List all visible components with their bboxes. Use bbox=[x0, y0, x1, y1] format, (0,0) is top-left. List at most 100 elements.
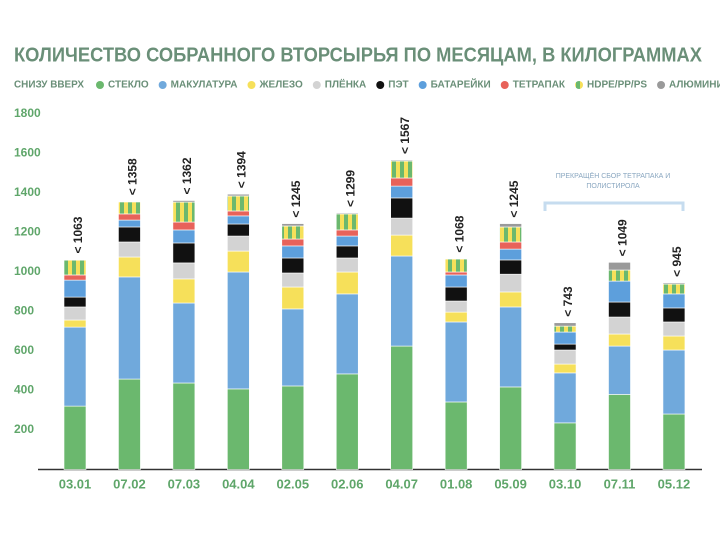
bar-segment bbox=[227, 250, 250, 273]
bar-segment bbox=[335, 293, 359, 375]
bar-segment bbox=[553, 325, 577, 333]
bar-segment bbox=[608, 345, 631, 395]
bar-segment bbox=[553, 422, 577, 470]
bar-segment bbox=[227, 215, 250, 225]
bar-segment bbox=[118, 226, 141, 243]
bar-segment bbox=[662, 321, 686, 337]
bar-segment bbox=[662, 307, 686, 323]
annotation-bracket bbox=[543, 201, 685, 211]
bar-segment bbox=[444, 321, 468, 403]
y-tick-label: 800 bbox=[14, 304, 34, 318]
bar-segment bbox=[281, 308, 305, 387]
bar-segment bbox=[63, 306, 87, 321]
x-tick-label: 03.01 bbox=[59, 476, 92, 491]
y-tick-label: 200 bbox=[14, 422, 34, 436]
bar-segment bbox=[444, 286, 468, 302]
bar-segment bbox=[390, 197, 414, 219]
bar-segment bbox=[444, 258, 468, 273]
bar-segment bbox=[281, 225, 305, 240]
bar-segment bbox=[63, 319, 87, 328]
legend-title: СНИЗУ ВВЕРХ bbox=[14, 80, 84, 91]
bar-segment bbox=[227, 195, 250, 212]
y-tick-label: 600 bbox=[14, 343, 34, 357]
bar-segment bbox=[335, 235, 359, 247]
y-tick-label: 1400 bbox=[14, 185, 41, 199]
bar-segment bbox=[227, 271, 250, 390]
legend-swatch bbox=[376, 81, 385, 89]
bar-segment bbox=[281, 257, 305, 274]
bar-segment bbox=[335, 257, 359, 273]
total-label: < 1567 bbox=[398, 117, 412, 154]
legend-label: АЛЮМИНИЙ bbox=[669, 78, 720, 91]
bar-segment bbox=[172, 302, 196, 384]
total-label: < 743 bbox=[561, 286, 575, 317]
bar-segment bbox=[281, 238, 305, 247]
bar-segment bbox=[499, 386, 522, 470]
bar-segment bbox=[227, 388, 250, 470]
bar-segment bbox=[499, 223, 522, 228]
bar-segment bbox=[281, 385, 305, 470]
bar-segment bbox=[499, 306, 522, 388]
bar-segment bbox=[499, 248, 522, 261]
bar-segment bbox=[662, 349, 686, 415]
bar-segment bbox=[172, 278, 196, 304]
total-label: < 1049 bbox=[616, 219, 630, 256]
total-label: < 945 bbox=[670, 246, 684, 277]
bar-segment bbox=[608, 394, 631, 470]
bar-segment bbox=[608, 269, 631, 282]
bar-segment bbox=[553, 363, 577, 374]
bar-segment bbox=[499, 273, 522, 293]
legend-label: ЖЕЛЕЗО bbox=[258, 80, 303, 91]
bar-segment bbox=[63, 326, 87, 407]
bar-segment bbox=[172, 382, 196, 470]
bar-segment bbox=[63, 274, 87, 281]
bar-segment bbox=[444, 271, 468, 276]
bar-segment bbox=[553, 343, 577, 351]
bar-segment bbox=[335, 212, 359, 215]
x-tick-label: 04.07 bbox=[385, 476, 418, 491]
bar-segment bbox=[553, 322, 577, 327]
bar-segment bbox=[662, 293, 686, 309]
bar-segment bbox=[335, 373, 359, 470]
bar-segment bbox=[335, 229, 359, 237]
x-tick-label: 03.10 bbox=[549, 476, 582, 491]
bar-segment bbox=[608, 280, 631, 303]
bar-segment bbox=[172, 200, 196, 203]
bar-segment bbox=[390, 159, 414, 162]
bar-segment bbox=[63, 296, 87, 308]
y-tick-label: 1600 bbox=[14, 146, 41, 160]
y-tick-label: 400 bbox=[14, 383, 34, 397]
bar-segment bbox=[172, 242, 196, 264]
bar-segment bbox=[118, 378, 141, 470]
bar-segment bbox=[227, 235, 250, 252]
bar-segment bbox=[118, 276, 141, 380]
bar-segment bbox=[118, 200, 141, 203]
y-tick-label: 1800 bbox=[14, 106, 41, 120]
legend-swatch bbox=[657, 81, 666, 89]
annotation: ПОЛИСТИРОЛА bbox=[586, 183, 640, 190]
bar-segment bbox=[608, 333, 631, 347]
legend-label: HDPE/PP/PS bbox=[587, 80, 647, 91]
bar-segment bbox=[281, 286, 305, 310]
legend-swatch bbox=[575, 81, 584, 89]
total-label: < 1358 bbox=[126, 158, 140, 195]
bar-segment bbox=[172, 201, 196, 223]
bar-segment bbox=[281, 245, 305, 259]
total-label: < 1394 bbox=[235, 151, 249, 188]
bar-segment bbox=[390, 185, 414, 199]
bar-segment bbox=[227, 210, 250, 217]
bar-segment bbox=[662, 282, 686, 285]
bar-segment bbox=[444, 300, 468, 313]
x-tick-label: 01.08 bbox=[440, 476, 473, 491]
bar-segment bbox=[608, 262, 631, 271]
bar-segment bbox=[335, 245, 359, 259]
bar-segment bbox=[281, 272, 305, 288]
x-tick-label: 07.11 bbox=[604, 476, 636, 491]
bar-segment bbox=[390, 234, 414, 257]
bar-segment bbox=[499, 291, 522, 308]
bar-segment bbox=[172, 262, 196, 280]
bar-segment bbox=[281, 223, 305, 227]
x-tick-label: 05.09 bbox=[494, 476, 527, 491]
bar-segment bbox=[63, 279, 87, 298]
bar-segment bbox=[227, 193, 250, 197]
